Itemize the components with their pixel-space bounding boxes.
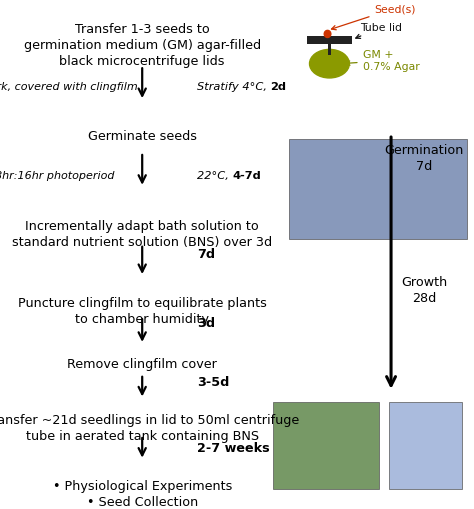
Text: 3-5d: 3-5d: [197, 375, 229, 388]
Text: Germination
7d: Germination 7d: [384, 144, 464, 172]
Text: 22°C,: 22°C,: [197, 171, 232, 181]
Circle shape: [324, 31, 331, 38]
Text: • Physiological Experiments
• Seed Collection: • Physiological Experiments • Seed Colle…: [53, 479, 232, 508]
Bar: [389, 402, 462, 489]
Text: 8hr:16hr photoperiod: 8hr:16hr photoperiod: [0, 171, 114, 181]
Text: 3d: 3d: [197, 317, 215, 330]
Text: Puncture clingfilm to equilibrate plants
to chamber humidity: Puncture clingfilm to equilibrate plants…: [18, 296, 267, 325]
Text: 7d: 7d: [197, 248, 215, 261]
Text: Incrementally adapt bath solution to
standard nutrient solution (BNS) over 3d: Incrementally adapt bath solution to sta…: [12, 220, 272, 249]
Text: 2-7 weeks: 2-7 weeks: [197, 441, 269, 455]
Bar: [273, 402, 379, 489]
Bar: [307, 37, 352, 45]
Text: GM +
0.7% Agar: GM + 0.7% Agar: [346, 50, 419, 72]
Text: Seed(s): Seed(s): [331, 4, 416, 31]
Text: Stratify 4°C,: Stratify 4°C,: [197, 81, 270, 92]
Bar: [328, 45, 331, 56]
Text: Transfer ~21d seedlings in lid to 50ml centrifuge
tube in aerated tank containin: Transfer ~21d seedlings in lid to 50ml c…: [0, 413, 299, 442]
Text: 4-7d: 4-7d: [232, 171, 261, 181]
Ellipse shape: [310, 50, 349, 79]
Text: Remove clingfilm cover: Remove clingfilm cover: [67, 357, 217, 370]
Text: Tube lid: Tube lid: [356, 23, 402, 39]
Bar: [289, 140, 467, 239]
Text: Dark, covered with clingfilm: Dark, covered with clingfilm: [0, 81, 137, 92]
Text: Growth
28d: Growth 28d: [401, 276, 447, 304]
Text: 2d: 2d: [270, 81, 286, 92]
Text: Germinate seeds: Germinate seeds: [88, 130, 197, 143]
Text: Transfer 1-3 seeds to
germination medium (GM) agar-filled
black microcentrifuge : Transfer 1-3 seeds to germination medium…: [24, 23, 261, 68]
